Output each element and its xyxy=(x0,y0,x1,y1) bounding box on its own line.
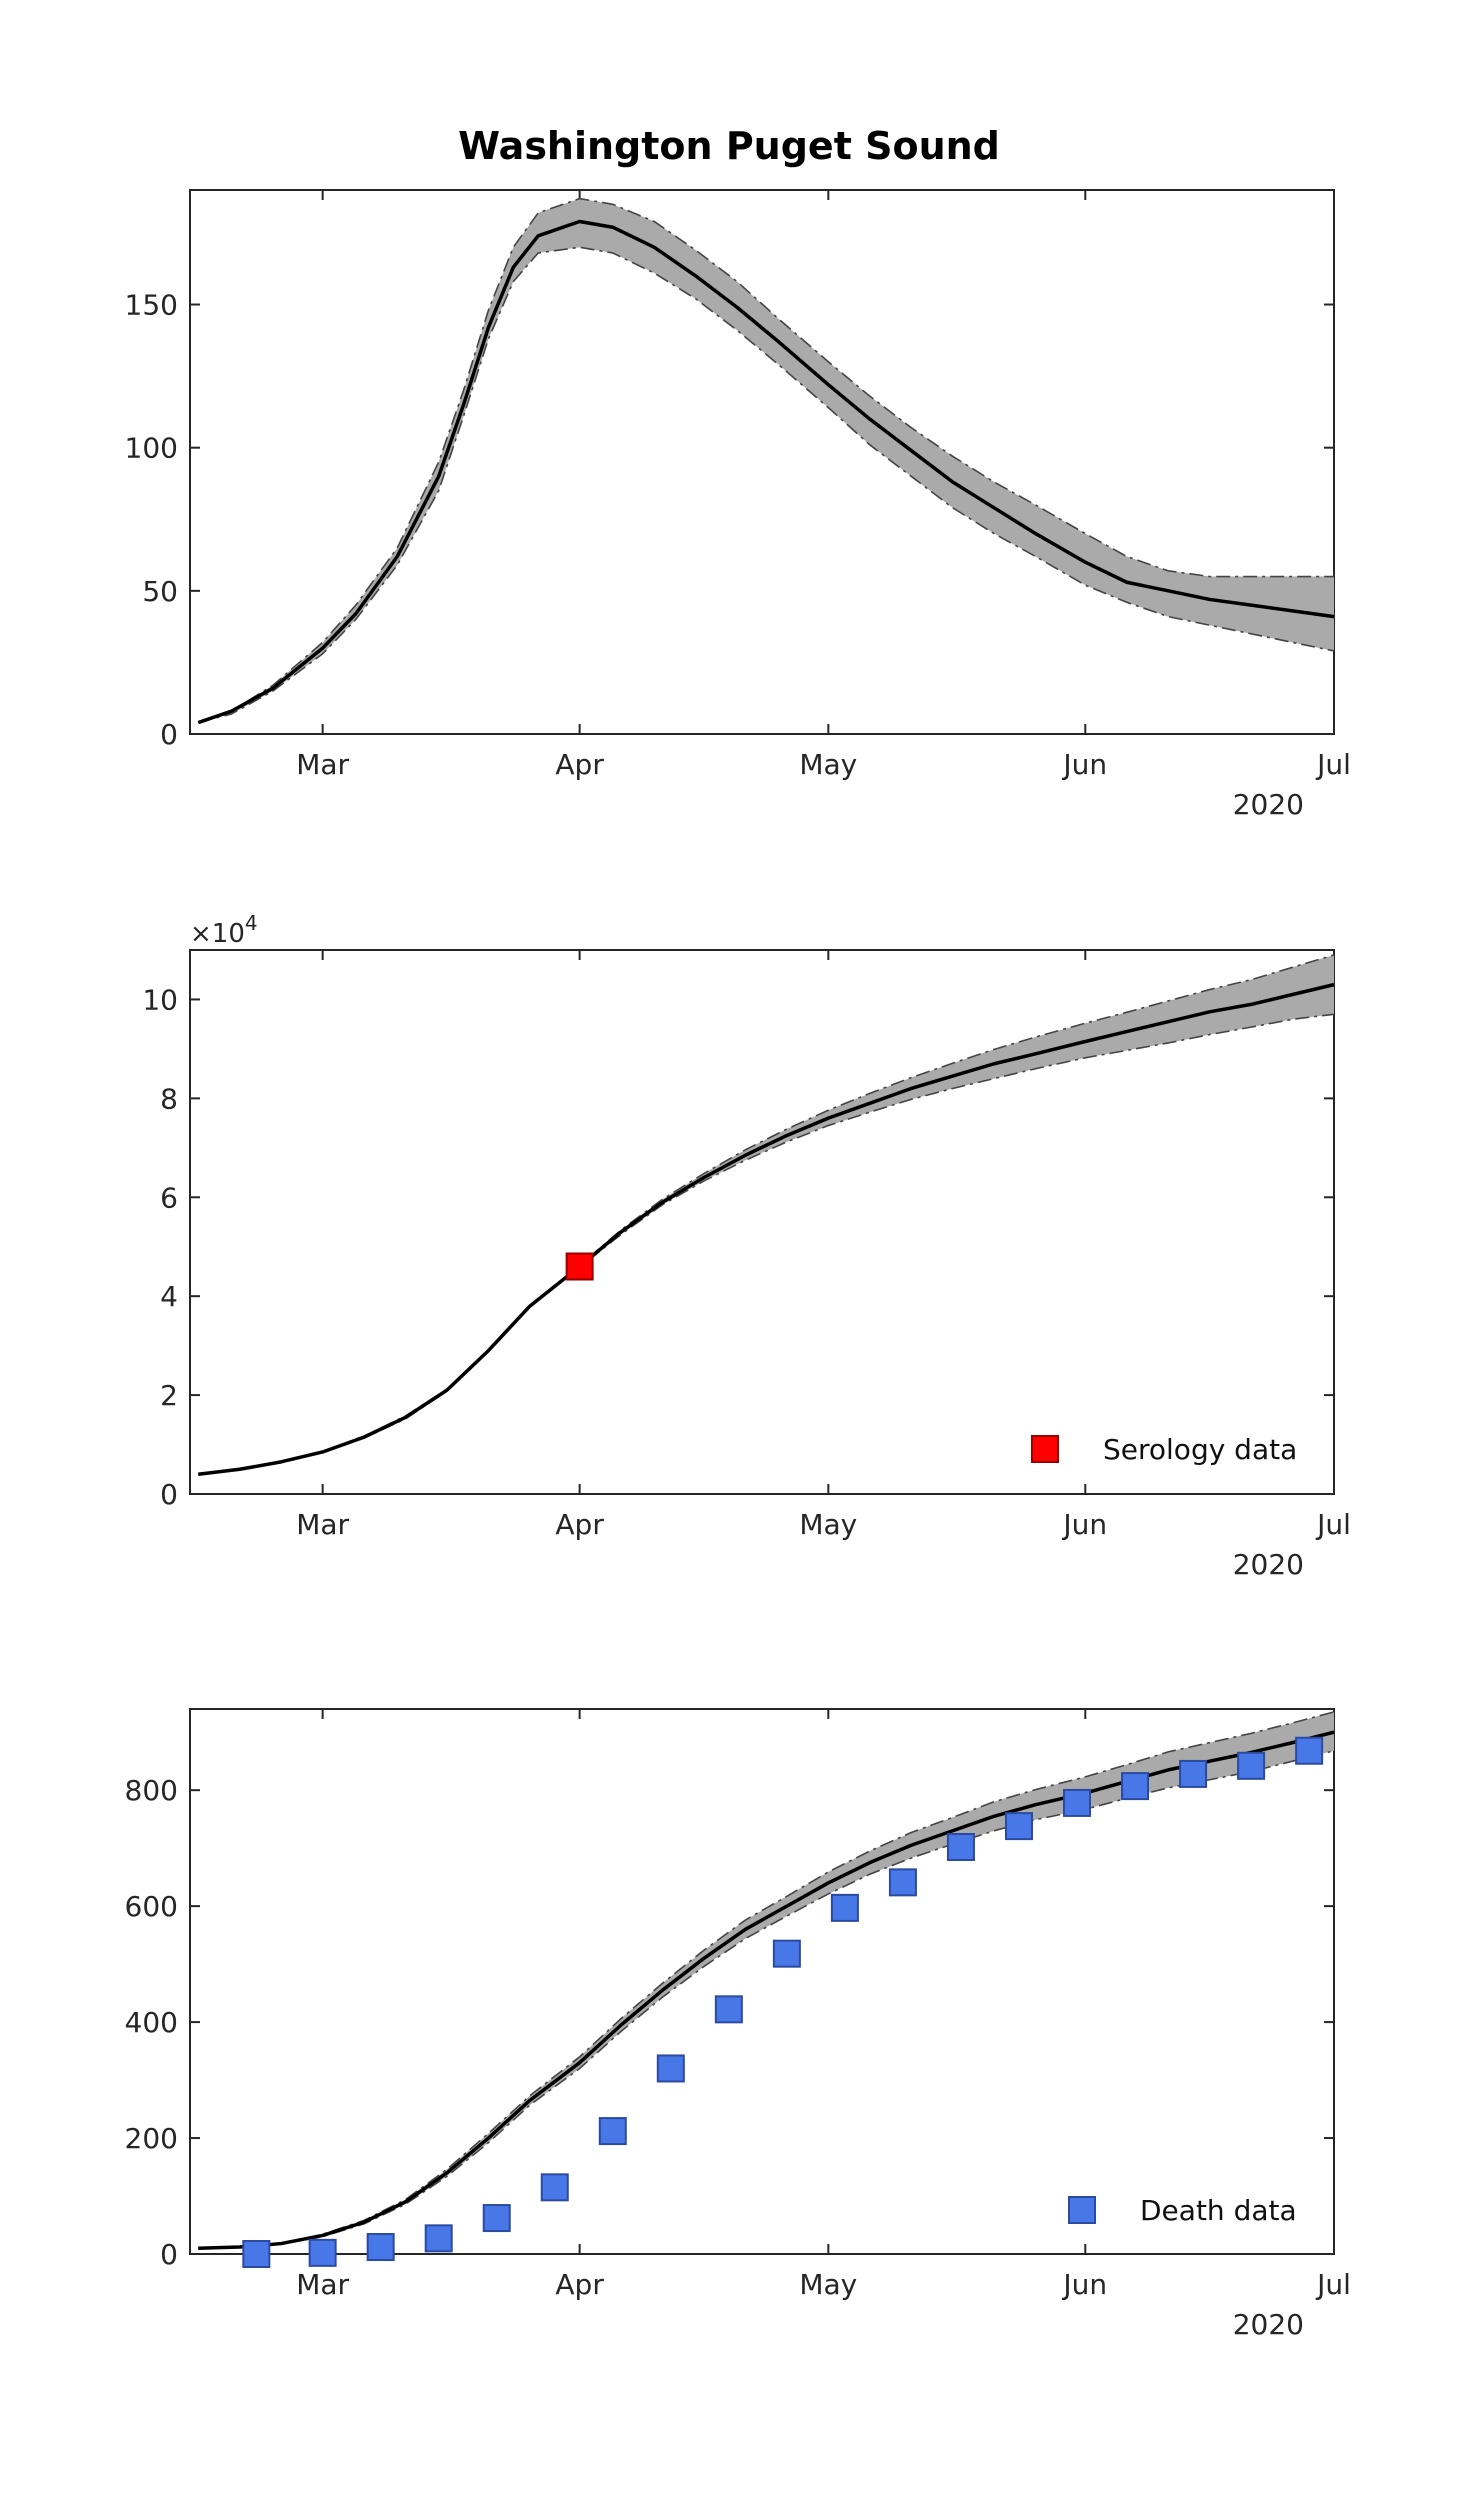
lower-bound-line xyxy=(198,1013,1335,1476)
y-tick-label: 100 xyxy=(125,432,178,465)
axes-box xyxy=(189,949,1335,1495)
y-scale-label: ×104 xyxy=(190,911,258,949)
data-marker xyxy=(1004,1812,1033,1841)
model-line xyxy=(198,982,1335,1476)
data-marker xyxy=(1237,1751,1266,1780)
y-tick-label: 4 xyxy=(160,1280,178,1313)
y-tick-label: 150 xyxy=(125,289,178,322)
data-marker xyxy=(714,1995,743,2024)
data-marker xyxy=(598,2117,627,2146)
y-tick-label: 2 xyxy=(160,1379,178,1412)
x-tick-label: Jun xyxy=(1061,1508,1107,1541)
data-marker xyxy=(1121,1772,1150,1801)
y-tick-label: 400 xyxy=(125,2006,178,2039)
y-tick-label: 200 xyxy=(125,2122,178,2155)
axes-box xyxy=(189,189,1335,735)
model-line xyxy=(197,219,1335,725)
x-tick-label: Jul xyxy=(1315,748,1351,781)
data-marker xyxy=(830,1893,859,1922)
y-tick-label: 0 xyxy=(160,2238,178,2271)
y-tick-label: 0 xyxy=(160,718,178,751)
data-marker xyxy=(1179,1759,1208,1788)
legend-marker xyxy=(1031,1435,1059,1463)
data-marker xyxy=(424,2224,453,2253)
data-marker xyxy=(946,1832,975,1861)
legend-label: Death data xyxy=(1140,2194,1297,2227)
x-year-label: 2020 xyxy=(1233,1548,1304,1581)
legend-label: Serology data xyxy=(1103,1433,1297,1466)
model-line xyxy=(198,1730,1335,2250)
data-marker xyxy=(772,1939,801,1968)
chart-panel-2: Mar Apr May Jun Jul 2020 0 2 4 6 8 10 ×104 Serology d… xyxy=(142,911,1351,1581)
lower-bound-line xyxy=(198,1749,1335,2250)
data-marker xyxy=(888,1868,917,1897)
data-marker xyxy=(482,2204,511,2233)
y-tick-label: 600 xyxy=(125,1890,178,1923)
confidence-band xyxy=(198,954,1335,1475)
x-tick-label: Apr xyxy=(555,2268,604,2301)
y-tick-label: 6 xyxy=(160,1181,178,1214)
x-tick-label: Mar xyxy=(296,2268,349,2301)
data-marker xyxy=(540,2173,569,2202)
data-marker xyxy=(565,1252,594,1281)
y-tick-label: 800 xyxy=(125,1774,178,1807)
x-tick-label: Jul xyxy=(1315,1508,1351,1541)
lower-bound-line xyxy=(198,246,1335,724)
upper-bound-line xyxy=(198,1711,1335,2250)
x-tick-label: Jun xyxy=(1061,2268,1107,2301)
x-tick-label: Jul xyxy=(1315,2268,1351,2301)
x-tick-label: Mar xyxy=(296,1508,349,1541)
x-tick-label: Apr xyxy=(555,1508,604,1541)
data-marker xyxy=(1063,1788,1092,1817)
axes-box xyxy=(189,1708,1335,2255)
data-marker xyxy=(1295,1736,1324,1765)
x-tick-label: May xyxy=(799,2268,857,2301)
chart-title: Washington Puget Sound xyxy=(458,124,1000,168)
data-marker xyxy=(242,2240,271,2268)
y-scale-exponent: 4 xyxy=(245,911,258,935)
x-tick-label: Apr xyxy=(555,748,604,781)
x-year-label: 2020 xyxy=(1233,2308,1304,2341)
x-tick-label: Jun xyxy=(1061,748,1107,781)
chart-panel-1: Mar Apr May Jun Jul 2020 0 50 100 150 xyxy=(125,189,1351,821)
x-tick-label: May xyxy=(799,1508,857,1541)
x-year-label: 2020 xyxy=(1233,788,1304,821)
x-tick-label: Mar xyxy=(296,748,349,781)
confidence-band xyxy=(198,198,1335,723)
data-marker xyxy=(308,2238,337,2267)
legend-marker xyxy=(1068,2196,1096,2224)
y-tick-label: 50 xyxy=(142,575,178,608)
upper-bound-line xyxy=(198,197,1334,724)
y-tick-label: 8 xyxy=(160,1082,178,1115)
y-tick-label: 10 xyxy=(142,983,178,1016)
data-marker xyxy=(656,2054,685,2083)
confidence-band xyxy=(198,1711,1335,2249)
chart-panel-3: Mar Apr May Jun Jul 2020 0 200 400 600 800 Death da… xyxy=(125,1708,1351,2341)
y-tick-label: 0 xyxy=(160,1478,178,1511)
x-tick-label: May xyxy=(799,748,857,781)
data-marker xyxy=(366,2233,395,2262)
